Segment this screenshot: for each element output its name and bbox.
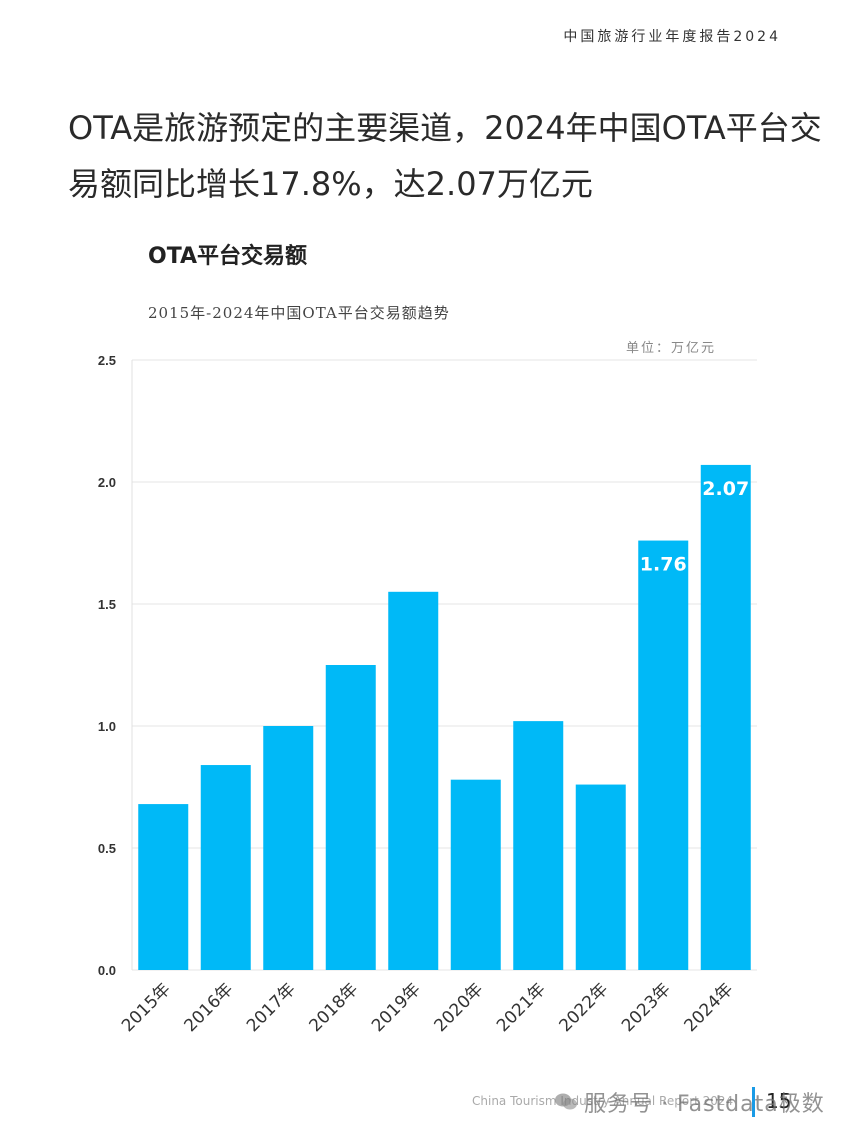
x-tick-label: 2017年 xyxy=(243,979,300,1036)
bar xyxy=(138,804,189,970)
bar xyxy=(325,665,376,970)
y-tick-label: 0.0 xyxy=(98,963,116,978)
x-tick-label: 2015年 xyxy=(118,979,175,1036)
bar xyxy=(513,721,564,970)
report-header-title: 中国旅游行业年度报告2024 xyxy=(563,29,781,45)
y-tick-label: 1.5 xyxy=(98,597,116,612)
bar xyxy=(263,726,314,970)
x-tick-label: 2021年 xyxy=(493,979,550,1036)
y-tick-label: 2.5 xyxy=(98,353,116,368)
x-tick-label: 2018年 xyxy=(306,979,363,1036)
x-tick-label: 2024年 xyxy=(681,979,738,1036)
footer-english-title: China Tourism Industry Annual Report 202… xyxy=(472,1094,734,1108)
bar xyxy=(200,765,251,970)
watermark: 服务号 · Fastdata极数 xyxy=(584,1092,825,1117)
x-tick-label: 2022年 xyxy=(556,979,613,1036)
page-number: 15 xyxy=(766,1089,792,1113)
chart-unit-label: 单位：万亿元 xyxy=(626,341,717,356)
x-tick-label: 2023年 xyxy=(618,979,675,1036)
wechat-icon xyxy=(555,1093,577,1110)
page-headline: OTA是旅游预定的主要渠道，2024年中国OTA平台交易额同比增长17.8%，达… xyxy=(68,109,822,203)
bar xyxy=(575,784,626,970)
bar xyxy=(388,591,439,970)
x-tick-label: 2020年 xyxy=(431,979,488,1036)
y-tick-label: 0.5 xyxy=(98,841,116,856)
data-label: 2.07 xyxy=(702,478,749,500)
x-tick-label: 2016年 xyxy=(181,979,238,1036)
bar xyxy=(450,779,501,970)
chart-subtitle: 2015年-2024年中国OTA平台交易额趋势 xyxy=(148,304,450,322)
footer-divider xyxy=(752,1087,755,1117)
bar xyxy=(638,540,689,970)
y-tick-label: 1.0 xyxy=(98,719,116,734)
bar xyxy=(700,464,751,970)
data-label: 1.76 xyxy=(640,554,687,576)
x-tick-label: 2019年 xyxy=(368,979,425,1036)
y-tick-label: 2.0 xyxy=(98,475,116,490)
chart-title: OTA平台交易额 xyxy=(148,244,308,269)
